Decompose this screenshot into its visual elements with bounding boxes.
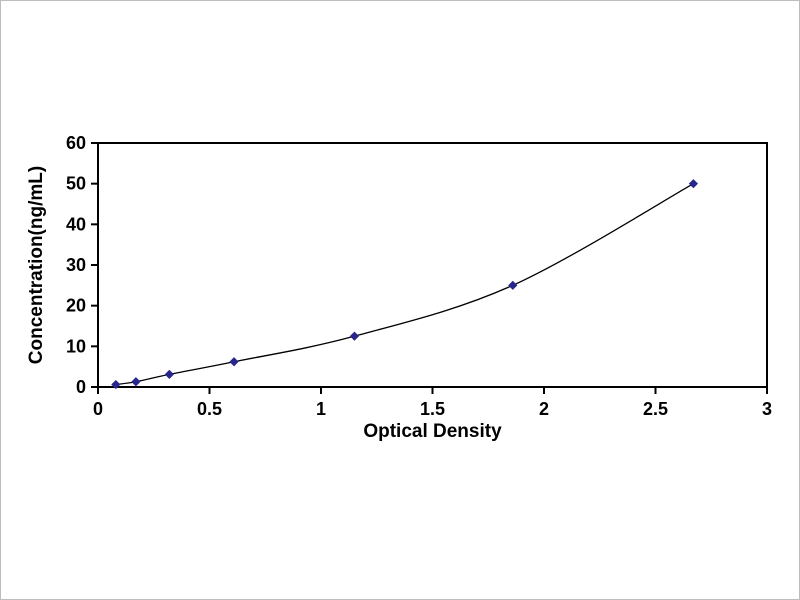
y-tick-label: 50 [66, 174, 86, 194]
series-line [115, 183, 694, 386]
x-tick-label: 2.5 [643, 399, 668, 419]
y-tick-label: 0 [76, 377, 86, 397]
data-point-marker [349, 331, 360, 341]
data-point-marker [164, 369, 174, 379]
x-tick-label: 0 [93, 399, 103, 419]
y-tick-label: 10 [66, 336, 86, 356]
series-markers [111, 179, 699, 390]
data-point-marker [688, 179, 699, 189]
y-tick-label: 30 [66, 255, 86, 275]
y-tick-label: 40 [66, 214, 86, 234]
plot-border [97, 142, 768, 388]
data-point-marker [111, 379, 121, 390]
data-point-marker [229, 357, 239, 367]
x-tick-label: 2 [539, 399, 549, 419]
y-tick-label: 20 [66, 296, 86, 316]
x-axis-title: Optical Density [363, 421, 502, 442]
data-point-marker [131, 377, 141, 387]
x-tick-label: 0.5 [197, 399, 222, 419]
y-tick-label: 60 [66, 133, 86, 153]
x-axis: 0 0.5 1 1.5 2 2.5 3 [93, 387, 772, 419]
y-axis: 0 10 20 30 40 50 60 [66, 133, 98, 397]
data-point-marker [508, 280, 518, 290]
x-tick-label: 1.5 [420, 399, 445, 419]
x-tick-label: 1 [316, 399, 326, 419]
x-tick-label: 3 [762, 399, 772, 419]
y-axis-title: Concentration(ng/mL) [26, 165, 47, 365]
